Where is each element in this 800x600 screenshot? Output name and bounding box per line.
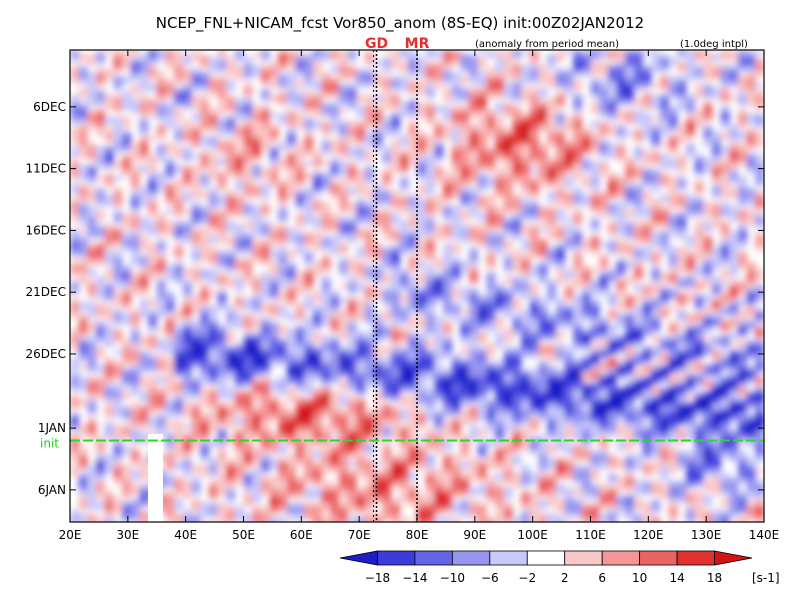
colorbar-tick-label: −18 [365, 571, 390, 585]
x-axis: 20E 30E 40E 50E 60E 70E 80E 90E 100E 110E 120E 130E… [59, 50, 780, 542]
colorbar-swatch [339, 550, 378, 566]
longitude-markers: GD MR [365, 36, 430, 522]
chart-subtitle-right: (1.0deg intpl) [680, 39, 748, 50]
colorbar-tick-label: 10 [632, 571, 647, 585]
colorbar-swatch [601, 550, 641, 566]
chart-title: NCEP_FNL+NICAM_fcst Vor850_anom (8S-EQ) … [156, 14, 644, 33]
x-tick-label: 80E [406, 528, 429, 542]
y-axis: 6DEC 11DEC 16DEC 21DEC 26DEC 1JAN 6JAN [26, 100, 764, 497]
x-tick-label: 40E [174, 528, 197, 542]
x-tick-label: 70E [348, 528, 371, 542]
colorbar-swatch [714, 550, 753, 566]
y-tick-label: 16DEC [26, 223, 66, 237]
colorbar-swatch [377, 550, 416, 566]
colorbar-swatch [451, 550, 491, 566]
colorbar: −18 −14 −10 −6 −2 2 6 10 14 18 [339, 550, 753, 585]
y-tick-label: 11DEC [26, 162, 66, 176]
colorbar-tick-label: −10 [440, 571, 465, 585]
colorbar-tick-label: 2 [561, 571, 569, 585]
x-tick-label: 110E [575, 528, 606, 542]
colorbar-tick-label: 18 [707, 571, 722, 585]
colorbar-unit: [s-1] [752, 571, 780, 585]
colorbar-swatch [414, 550, 453, 566]
x-tick-label: 90E [463, 528, 486, 542]
missing-data-strip [148, 434, 163, 522]
init-label: init [40, 436, 59, 450]
marker-label-gd: GD [365, 36, 388, 52]
x-tick-label: 100E [517, 528, 548, 542]
chart-subtitle-left: (anomaly from period mean) [475, 39, 619, 50]
colorbar-swatch [639, 550, 678, 566]
x-tick-label: 130E [691, 528, 722, 542]
colorbar-tick-label: −6 [481, 571, 499, 585]
x-tick-label: 50E [232, 528, 255, 542]
x-tick-label: 20E [59, 528, 82, 542]
colorbar-tick-label: −14 [402, 571, 427, 585]
x-tick-label: 120E [633, 528, 664, 542]
colorbar-swatch [564, 550, 603, 566]
y-tick-label: 6JAN [38, 483, 66, 497]
colorbar-tick-label: 6 [598, 571, 606, 585]
colorbar-tick-label: −2 [518, 571, 536, 585]
y-tick-label: 26DEC [26, 347, 66, 361]
y-tick-label: 6DEC [33, 100, 66, 114]
colorbar-swatch [526, 550, 566, 566]
x-tick-label: 30E [116, 528, 139, 542]
y-tick-label: 1JAN [38, 421, 66, 435]
x-tick-label: 60E [290, 528, 313, 542]
marker-label-mr: MR [405, 36, 430, 52]
colorbar-tick-label: 14 [669, 571, 684, 585]
colorbar-swatch [489, 550, 528, 566]
colorbar-swatch [676, 550, 715, 566]
y-tick-label: 21DEC [26, 285, 66, 299]
x-tick-label: 140E [749, 528, 780, 542]
anomaly-field [70, 50, 764, 522]
